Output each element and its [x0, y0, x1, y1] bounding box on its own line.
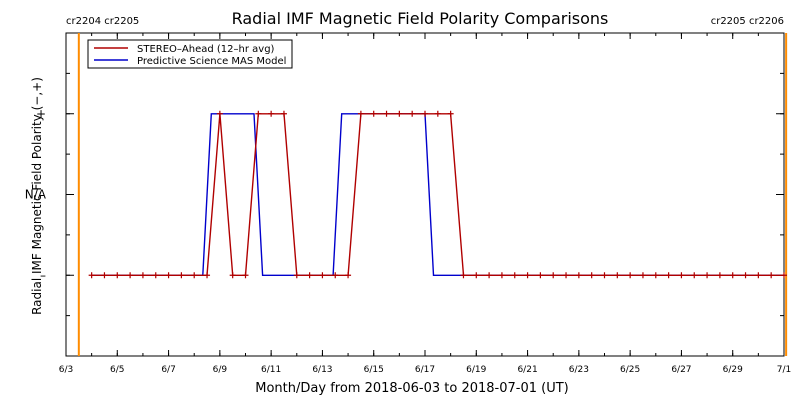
y-axis-label: Radial IMF Magnetic Field Polarity (−,+) — [30, 77, 44, 315]
data-point — [511, 272, 518, 279]
series-stereo-ahead — [88, 110, 787, 279]
data-point — [755, 272, 762, 279]
data-point — [678, 272, 685, 279]
data-point — [88, 272, 95, 279]
data-point — [460, 272, 467, 279]
data-point — [345, 272, 352, 279]
data-point — [665, 272, 672, 279]
x-tick-label: 6/17 — [415, 365, 435, 375]
x-tick-label: 6/19 — [466, 365, 486, 375]
data-point — [280, 110, 287, 117]
data-point — [396, 110, 403, 117]
x-axis-label: Month/Day from 2018-06-03 to 2018-07-01 … — [255, 381, 568, 396]
data-point — [742, 272, 749, 279]
data-point — [370, 110, 377, 117]
x-tick-label: 6/7 — [161, 365, 175, 375]
data-point — [357, 110, 364, 117]
data-point — [127, 272, 134, 279]
data-point — [524, 272, 531, 279]
x-tick-label: 6/25 — [620, 365, 640, 375]
data-point — [216, 110, 223, 117]
y-tick-label: – — [40, 268, 46, 282]
x-tick-label: 6/13 — [312, 365, 332, 375]
data-point — [486, 272, 493, 279]
x-tick-label: 6/11 — [261, 365, 281, 375]
data-point — [242, 272, 249, 279]
data-point — [139, 272, 146, 279]
legend-box — [87, 39, 293, 69]
x-tick-label: 6/3 — [59, 365, 73, 375]
legend-label-model: Predictive Science MAS Model — [137, 56, 286, 67]
corner-label-right: cr2205 cr2206 — [711, 16, 784, 27]
chart-title: Radial IMF Magnetic Field Polarity Compa… — [232, 9, 609, 28]
data-point — [639, 272, 646, 279]
x-tick-label: 6/21 — [517, 365, 537, 375]
corner-label-left: cr2204 cr2205 — [66, 16, 139, 27]
data-point — [101, 272, 108, 279]
data-point — [204, 272, 211, 279]
data-point — [165, 272, 172, 279]
data-point — [191, 272, 198, 279]
data-point — [306, 272, 313, 279]
data-point — [652, 272, 659, 279]
data-point — [704, 272, 711, 279]
legend-label-stereo: STEREO–Ahead (12–hr avg) — [137, 44, 275, 55]
data-point — [575, 272, 582, 279]
legend: STEREO–Ahead (12–hr avg) Predictive Scie… — [87, 39, 293, 69]
data-point — [563, 272, 570, 279]
x-tick-label: 6/15 — [364, 365, 384, 375]
data-point — [383, 110, 390, 117]
data-point — [434, 110, 441, 117]
data-point — [409, 110, 416, 117]
data-point — [729, 272, 736, 279]
data-point — [422, 110, 428, 117]
data-point — [768, 272, 775, 279]
data-point — [691, 272, 698, 279]
series-line — [91, 113, 784, 276]
x-tick-label: 6/5 — [110, 365, 124, 375]
data-point — [588, 272, 595, 279]
series-mas-model — [91, 113, 784, 276]
y-tick-label: N/A — [25, 188, 47, 202]
plot-frame — [65, 32, 785, 357]
x-tick-label: 6/23 — [569, 365, 589, 375]
data-point — [255, 110, 262, 117]
data-point — [178, 272, 185, 279]
y-tick-label: + — [36, 107, 46, 121]
data-point — [114, 272, 121, 279]
data-point — [293, 272, 300, 279]
data-point — [550, 272, 557, 279]
data-point — [781, 272, 787, 279]
y-axis: – N/A + — [25, 72, 784, 317]
data-point — [537, 272, 544, 279]
vertical-markers — [77, 33, 788, 356]
data-point — [498, 272, 505, 279]
x-tick-label: 6/27 — [671, 365, 691, 375]
data-point — [332, 272, 339, 279]
x-tick-label: 7/1 — [777, 365, 791, 375]
series-layer — [88, 110, 787, 279]
data-point — [601, 272, 608, 279]
data-point — [268, 110, 275, 117]
data-point — [627, 272, 634, 279]
x-tick-label: 6/29 — [723, 365, 743, 375]
data-point — [447, 110, 454, 117]
x-tick-label: 6/9 — [213, 365, 228, 375]
data-point — [614, 272, 621, 279]
series-line — [91, 113, 784, 276]
data-point — [716, 272, 723, 279]
data-point — [229, 272, 236, 279]
data-point — [319, 272, 326, 279]
x-axis: 6/3 6/5 6/7 6/9 6/11 6/13 6/15 6/17 6/19 6/21 6/23… — [59, 33, 791, 375]
data-point — [152, 272, 159, 279]
data-point — [473, 272, 480, 279]
